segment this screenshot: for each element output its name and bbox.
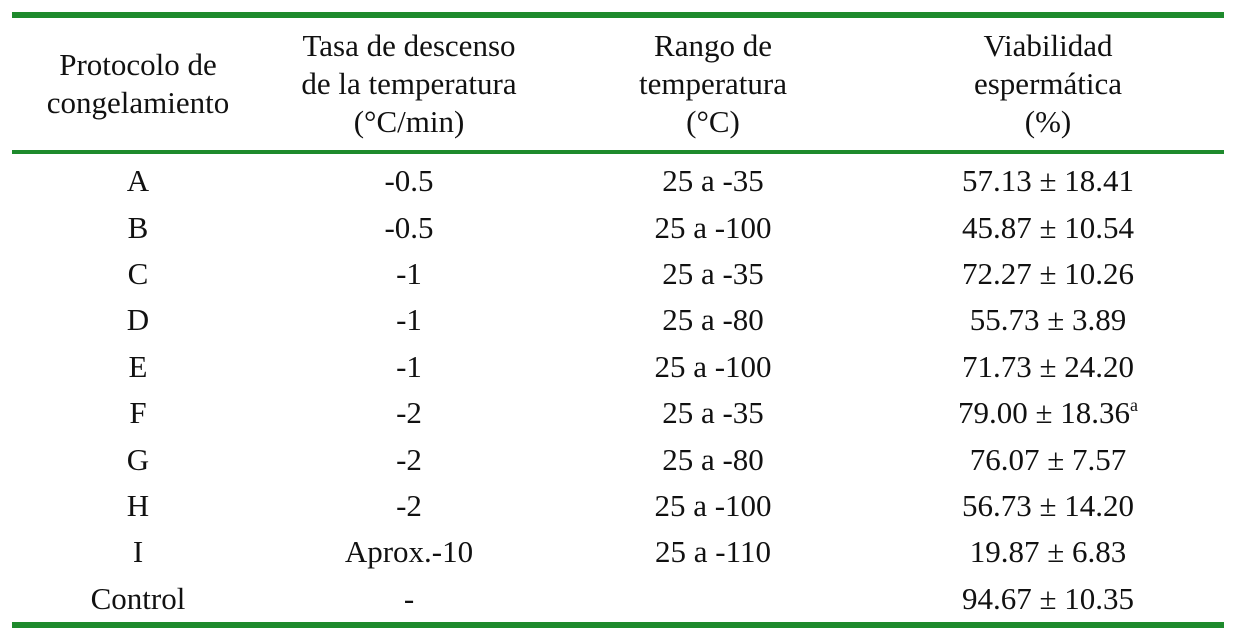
cell-protocol-text: A	[126, 163, 150, 199]
top-rule	[12, 12, 1224, 18]
cell-rate: -2	[264, 442, 554, 478]
cell-rate-text: -0.5	[384, 209, 434, 245]
cell-protocol: H	[12, 488, 264, 524]
cell-rate: -1	[264, 302, 554, 338]
cell-protocol-text: Control	[90, 580, 186, 616]
cell-range-text: 25 a -80	[662, 302, 764, 338]
cell-range: 25 a -100	[554, 210, 872, 246]
cell-protocol: G	[12, 442, 264, 478]
table-row: I Aprox.-10 25 a -110 19.87 ± 6.83	[12, 529, 1224, 575]
cell-range-text: 25 a -100	[654, 209, 772, 245]
cell-viability-text: 45.87 ± 10.54	[961, 209, 1134, 245]
cell-rate: -	[264, 581, 554, 617]
cell-protocol: D	[12, 302, 264, 338]
table-body: A -0.5 25 a -35 57.13 ± 18.41 B -0.5 25 a -100…	[12, 154, 1224, 622]
cell-protocol: C	[12, 256, 264, 292]
cell-viability-text: 94.67 ± 10.35	[961, 580, 1134, 616]
cell-range: 25 a -35	[554, 395, 872, 431]
header-rate: Tasa de descenso de la temperatura (°C/m…	[301, 28, 517, 139]
table-row: D -1 25 a -80 55.73 ± 3.89	[12, 297, 1224, 343]
header-rule	[12, 150, 1224, 154]
cell-range: 25 a -80	[554, 442, 872, 478]
significance-superscript: a	[1130, 395, 1138, 416]
cell-rate-text: -2	[396, 487, 422, 523]
cell-rate: -2	[264, 395, 554, 431]
cell-rate: -0.5	[264, 210, 554, 246]
cell-viability: 79.00 ± 18.36a	[872, 395, 1224, 431]
table-row: G -2 25 a -80 76.07 ± 7.57	[12, 436, 1224, 482]
header-protocol: Protocolo de congelamiento	[46, 47, 230, 120]
table-row: H -2 25 a -100 56.73 ± 14.20	[12, 483, 1224, 529]
cell-viability: 45.87 ± 10.54	[872, 210, 1224, 246]
cell-protocol: I	[12, 534, 264, 570]
cell-range-text: 25 a -100	[654, 348, 772, 384]
header-viability: Viabilidad espermática (%)	[973, 28, 1123, 139]
cell-range: 25 a -110	[554, 534, 872, 570]
cell-range-text: 25 a -80	[662, 441, 764, 477]
cell-viability: 76.07 ± 7.57	[872, 442, 1224, 478]
cell-protocol-text: E	[128, 348, 148, 384]
cell-viability: 72.27 ± 10.26	[872, 256, 1224, 292]
cell-protocol: E	[12, 349, 264, 385]
table-row: E -1 25 a -100 71.73 ± 24.20	[12, 344, 1224, 390]
cell-rate: -1	[264, 349, 554, 385]
cell-protocol-text: D	[126, 302, 150, 338]
cell-protocol: B	[12, 210, 264, 246]
cell-rate: -0.5	[264, 163, 554, 199]
cell-protocol-text: C	[127, 255, 149, 291]
cell-range: 25 a -80	[554, 302, 872, 338]
cell-protocol-text: F	[129, 395, 147, 431]
table-row: C -1 25 a -35 72.27 ± 10.26	[12, 251, 1224, 297]
cell-range-text: 25 a -35	[662, 255, 764, 291]
cell-rate-text: -	[403, 580, 415, 616]
cell-protocol: Control	[12, 581, 264, 617]
cell-viability: 71.73 ± 24.20	[872, 349, 1224, 385]
cell-rate-text: -1	[396, 255, 422, 291]
table-row: F -2 25 a -35 79.00 ± 18.36a	[12, 390, 1224, 436]
table-row: Control - 94.67 ± 10.35	[12, 576, 1224, 622]
cell-protocol-text: G	[126, 441, 150, 477]
cell-viability-text: 19.87 ± 6.83	[969, 534, 1127, 570]
cell-range-text: 25 a -110	[655, 534, 771, 570]
cell-viability: 19.87 ± 6.83	[872, 534, 1224, 570]
table-header-row: Protocolo de congelamiento Tasa de desce…	[12, 18, 1224, 150]
table-row: B -0.5 25 a -100 45.87 ± 10.54	[12, 204, 1224, 250]
cell-viability: 57.13 ± 18.41	[872, 163, 1224, 199]
bottom-rule	[12, 621, 1224, 628]
cell-rate-text: -1	[396, 302, 422, 338]
cell-rate-text: Aprox.-10	[344, 534, 474, 570]
cell-rate: -1	[264, 256, 554, 292]
cell-protocol-text: I	[132, 534, 144, 570]
cell-protocol: A	[12, 163, 264, 199]
cell-viability-text: 71.73 ± 24.20	[961, 348, 1134, 384]
cell-rate: -2	[264, 488, 554, 524]
cell-range: 25 a -35	[554, 256, 872, 292]
cell-range: 25 a -35	[554, 163, 872, 199]
cell-viability: 94.67 ± 10.35	[872, 581, 1224, 617]
cell-viability-text: 76.07 ± 7.57	[969, 441, 1127, 477]
cell-viability: 56.73 ± 14.20	[872, 488, 1224, 524]
cell-protocol-text: H	[126, 487, 150, 523]
cell-protocol-text: B	[127, 209, 149, 245]
cell-rate-text: -0.5	[384, 163, 434, 199]
cell-range-text: 25 a -35	[662, 395, 764, 431]
cell-rate: Aprox.-10	[264, 534, 554, 570]
cell-viability-text: 79.00 ± 18.36	[957, 395, 1130, 431]
header-range: Rango de temperatura (°C)	[638, 28, 788, 139]
cell-viability-text: 72.27 ± 10.26	[961, 255, 1134, 291]
cell-viability-text: 56.73 ± 14.20	[961, 487, 1134, 523]
cell-protocol: F	[12, 395, 264, 431]
cell-range: 25 a -100	[554, 488, 872, 524]
cell-range: 25 a -100	[554, 349, 872, 385]
table-row: A -0.5 25 a -35 57.13 ± 18.41	[12, 158, 1224, 204]
cell-viability-text: 57.13 ± 18.41	[961, 163, 1134, 199]
data-table: Protocolo de congelamiento Tasa de desce…	[12, 12, 1224, 628]
cell-rate-text: -2	[396, 441, 422, 477]
cell-rate-text: -2	[396, 395, 422, 431]
cell-rate-text: -1	[396, 348, 422, 384]
cell-range-text: 25 a -100	[654, 487, 772, 523]
cell-viability-text: 55.73 ± 3.89	[969, 302, 1127, 338]
cell-viability: 55.73 ± 3.89	[872, 302, 1224, 338]
cell-range-text: 25 a -35	[662, 163, 764, 199]
